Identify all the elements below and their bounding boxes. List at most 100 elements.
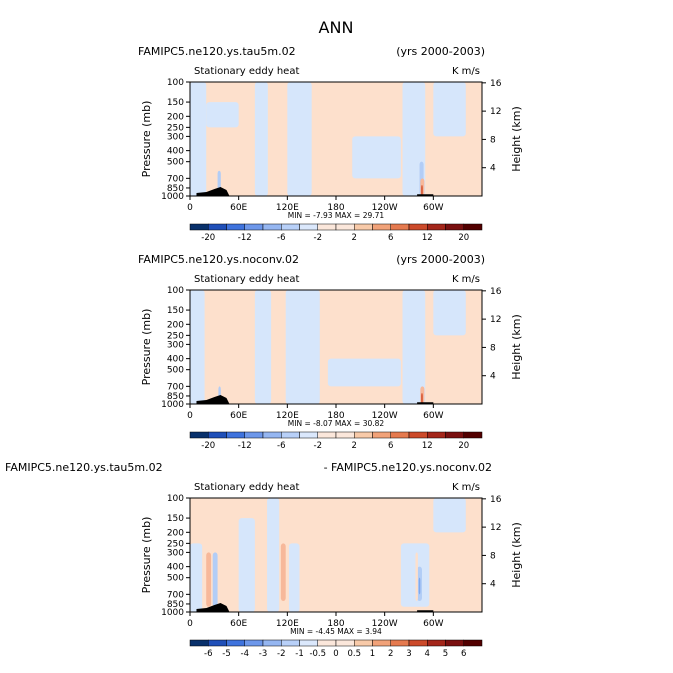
colorbar-segment (244, 639, 264, 647)
x-tick-label: 120W (372, 619, 398, 629)
y-tick-label: 400 (167, 563, 184, 573)
colorbar-segment (208, 223, 227, 231)
y-tick-label: 400 (167, 355, 184, 365)
colorbar-segment (281, 639, 300, 647)
negative-anomaly (418, 577, 421, 595)
negative-anomaly (267, 498, 280, 612)
y-tick-label: 300 (167, 340, 184, 350)
topography (196, 603, 230, 612)
colorbar-segment (226, 639, 245, 647)
y-tick-label: 100 (167, 286, 184, 296)
y-axis-label: Pressure (mb) (140, 101, 153, 178)
panel-subtitle: Stationary eddy heat (194, 482, 299, 493)
negative-anomaly (433, 290, 466, 336)
y-tick-label: 150 (167, 98, 184, 108)
negative-anomaly (206, 102, 239, 128)
case-label: FAMIPC5.ne120.ys.noconv.02 (138, 253, 299, 266)
colorbar-segment (299, 431, 318, 439)
colorbar-segment (208, 639, 227, 647)
x-tick-label: 120W (372, 411, 398, 421)
colorbar-label: -5 (222, 649, 230, 659)
units-label: K m/s (452, 274, 480, 285)
y-tick-label: 850 (167, 392, 184, 402)
colorbar-segment (189, 223, 209, 231)
y-right-tick-label: 8 (490, 135, 496, 145)
x-tick-label: 120E (276, 411, 299, 421)
field-features (190, 82, 466, 196)
colorbar-label: 20 (458, 233, 469, 243)
colorbar-segment (354, 639, 373, 647)
negative-anomaly (190, 543, 203, 612)
years-label: - FAMIPC5.ne120.ys.noconv.02 (324, 461, 492, 474)
colorbar-label: 6 (461, 649, 466, 659)
y-tick-label: 500 (167, 574, 184, 584)
colorbar-segment (189, 639, 209, 647)
colorbar-label: 2 (352, 441, 357, 451)
colorbar-label: 20 (458, 441, 469, 451)
stats-label: MIN = -4.45 MAX = 3.94 (290, 627, 382, 636)
colorbar-label: 12 (422, 441, 433, 451)
colorbar-segment (445, 223, 464, 231)
x-tick-label: 0 (187, 411, 193, 421)
negative-anomaly (238, 518, 255, 612)
colorbar-segment (281, 223, 300, 231)
y-tick-label: 1000 (161, 608, 184, 618)
x-tick-label: 120E (276, 619, 299, 629)
colorbar-segment (445, 431, 464, 439)
colorbar-segment (463, 639, 483, 647)
colorbar-label: -0.5 (309, 649, 326, 659)
y-right-tick-label: 12 (490, 315, 501, 325)
units-label: K m/s (452, 482, 480, 493)
x-tick-label: 60E (230, 411, 247, 421)
colorbar-segment (226, 223, 245, 231)
positive-anomaly (421, 392, 423, 404)
negative-anomaly (212, 552, 218, 607)
colorbar-segment (408, 639, 428, 647)
field-features (190, 498, 466, 612)
panel-subtitle: Stationary eddy heat (194, 66, 299, 77)
x-tick-label: 60W (423, 411, 443, 421)
y-tick-label: 150 (167, 306, 184, 316)
positive-anomaly (206, 552, 212, 607)
colorbar-label: 4 (425, 649, 430, 659)
x-tick-label: 60E (230, 619, 247, 629)
colorbar-segment (262, 431, 282, 439)
panels: FAMIPC5.ne120.ys.tau5m.02 (yrs 2000-2003)… (5, 45, 523, 659)
page-title: ANN (319, 18, 354, 37)
colorbar-label: -6 (277, 441, 285, 451)
y-tick-label: 1000 (161, 400, 184, 410)
colorbar-label: -2 (314, 441, 322, 451)
years-label: (yrs 2000-2003) (396, 253, 485, 266)
colorbar-label: 0 (333, 649, 338, 659)
negative-anomaly (433, 498, 466, 533)
negative-anomaly (190, 290, 205, 404)
y-tick-label: 400 (167, 147, 184, 157)
y-tick-label: 250 (167, 331, 184, 341)
colorbar-segment (262, 639, 282, 647)
chart-panel-1: FAMIPC5.ne120.ys.tau5m.02 (yrs 2000-2003)… (138, 45, 523, 243)
colorbar-segment (299, 223, 318, 231)
colorbar-segment (372, 639, 391, 647)
colorbar-segment (244, 431, 264, 439)
y-right-tick-label: 4 (490, 372, 496, 382)
colorbar-label: 2 (388, 649, 393, 659)
y-tick-label: 300 (167, 548, 184, 558)
y-tick-label: 500 (167, 158, 184, 168)
x-tick-label: 180 (327, 619, 344, 629)
y-right-axis-label: Height (km) (510, 106, 523, 172)
negative-anomaly (190, 82, 207, 196)
negative-anomaly (288, 543, 300, 612)
y-right-tick-label: 4 (490, 580, 496, 590)
x-tick-label: 0 (187, 203, 193, 213)
y-right-axis-label: Height (km) (510, 314, 523, 380)
y-right-tick-label: 8 (490, 343, 496, 353)
colorbar-segment (427, 223, 446, 231)
colorbar-label: -6 (204, 649, 212, 659)
negative-anomaly (352, 136, 401, 179)
case-label: FAMIPC5.ne120.ys.tau5m.02 (138, 45, 296, 58)
colorbar-segment (335, 431, 355, 439)
y-tick-label: 200 (167, 320, 184, 330)
y-tick-label: 700 (167, 174, 184, 184)
colorbar-label: -12 (238, 441, 252, 451)
colorbar-segment (427, 431, 446, 439)
